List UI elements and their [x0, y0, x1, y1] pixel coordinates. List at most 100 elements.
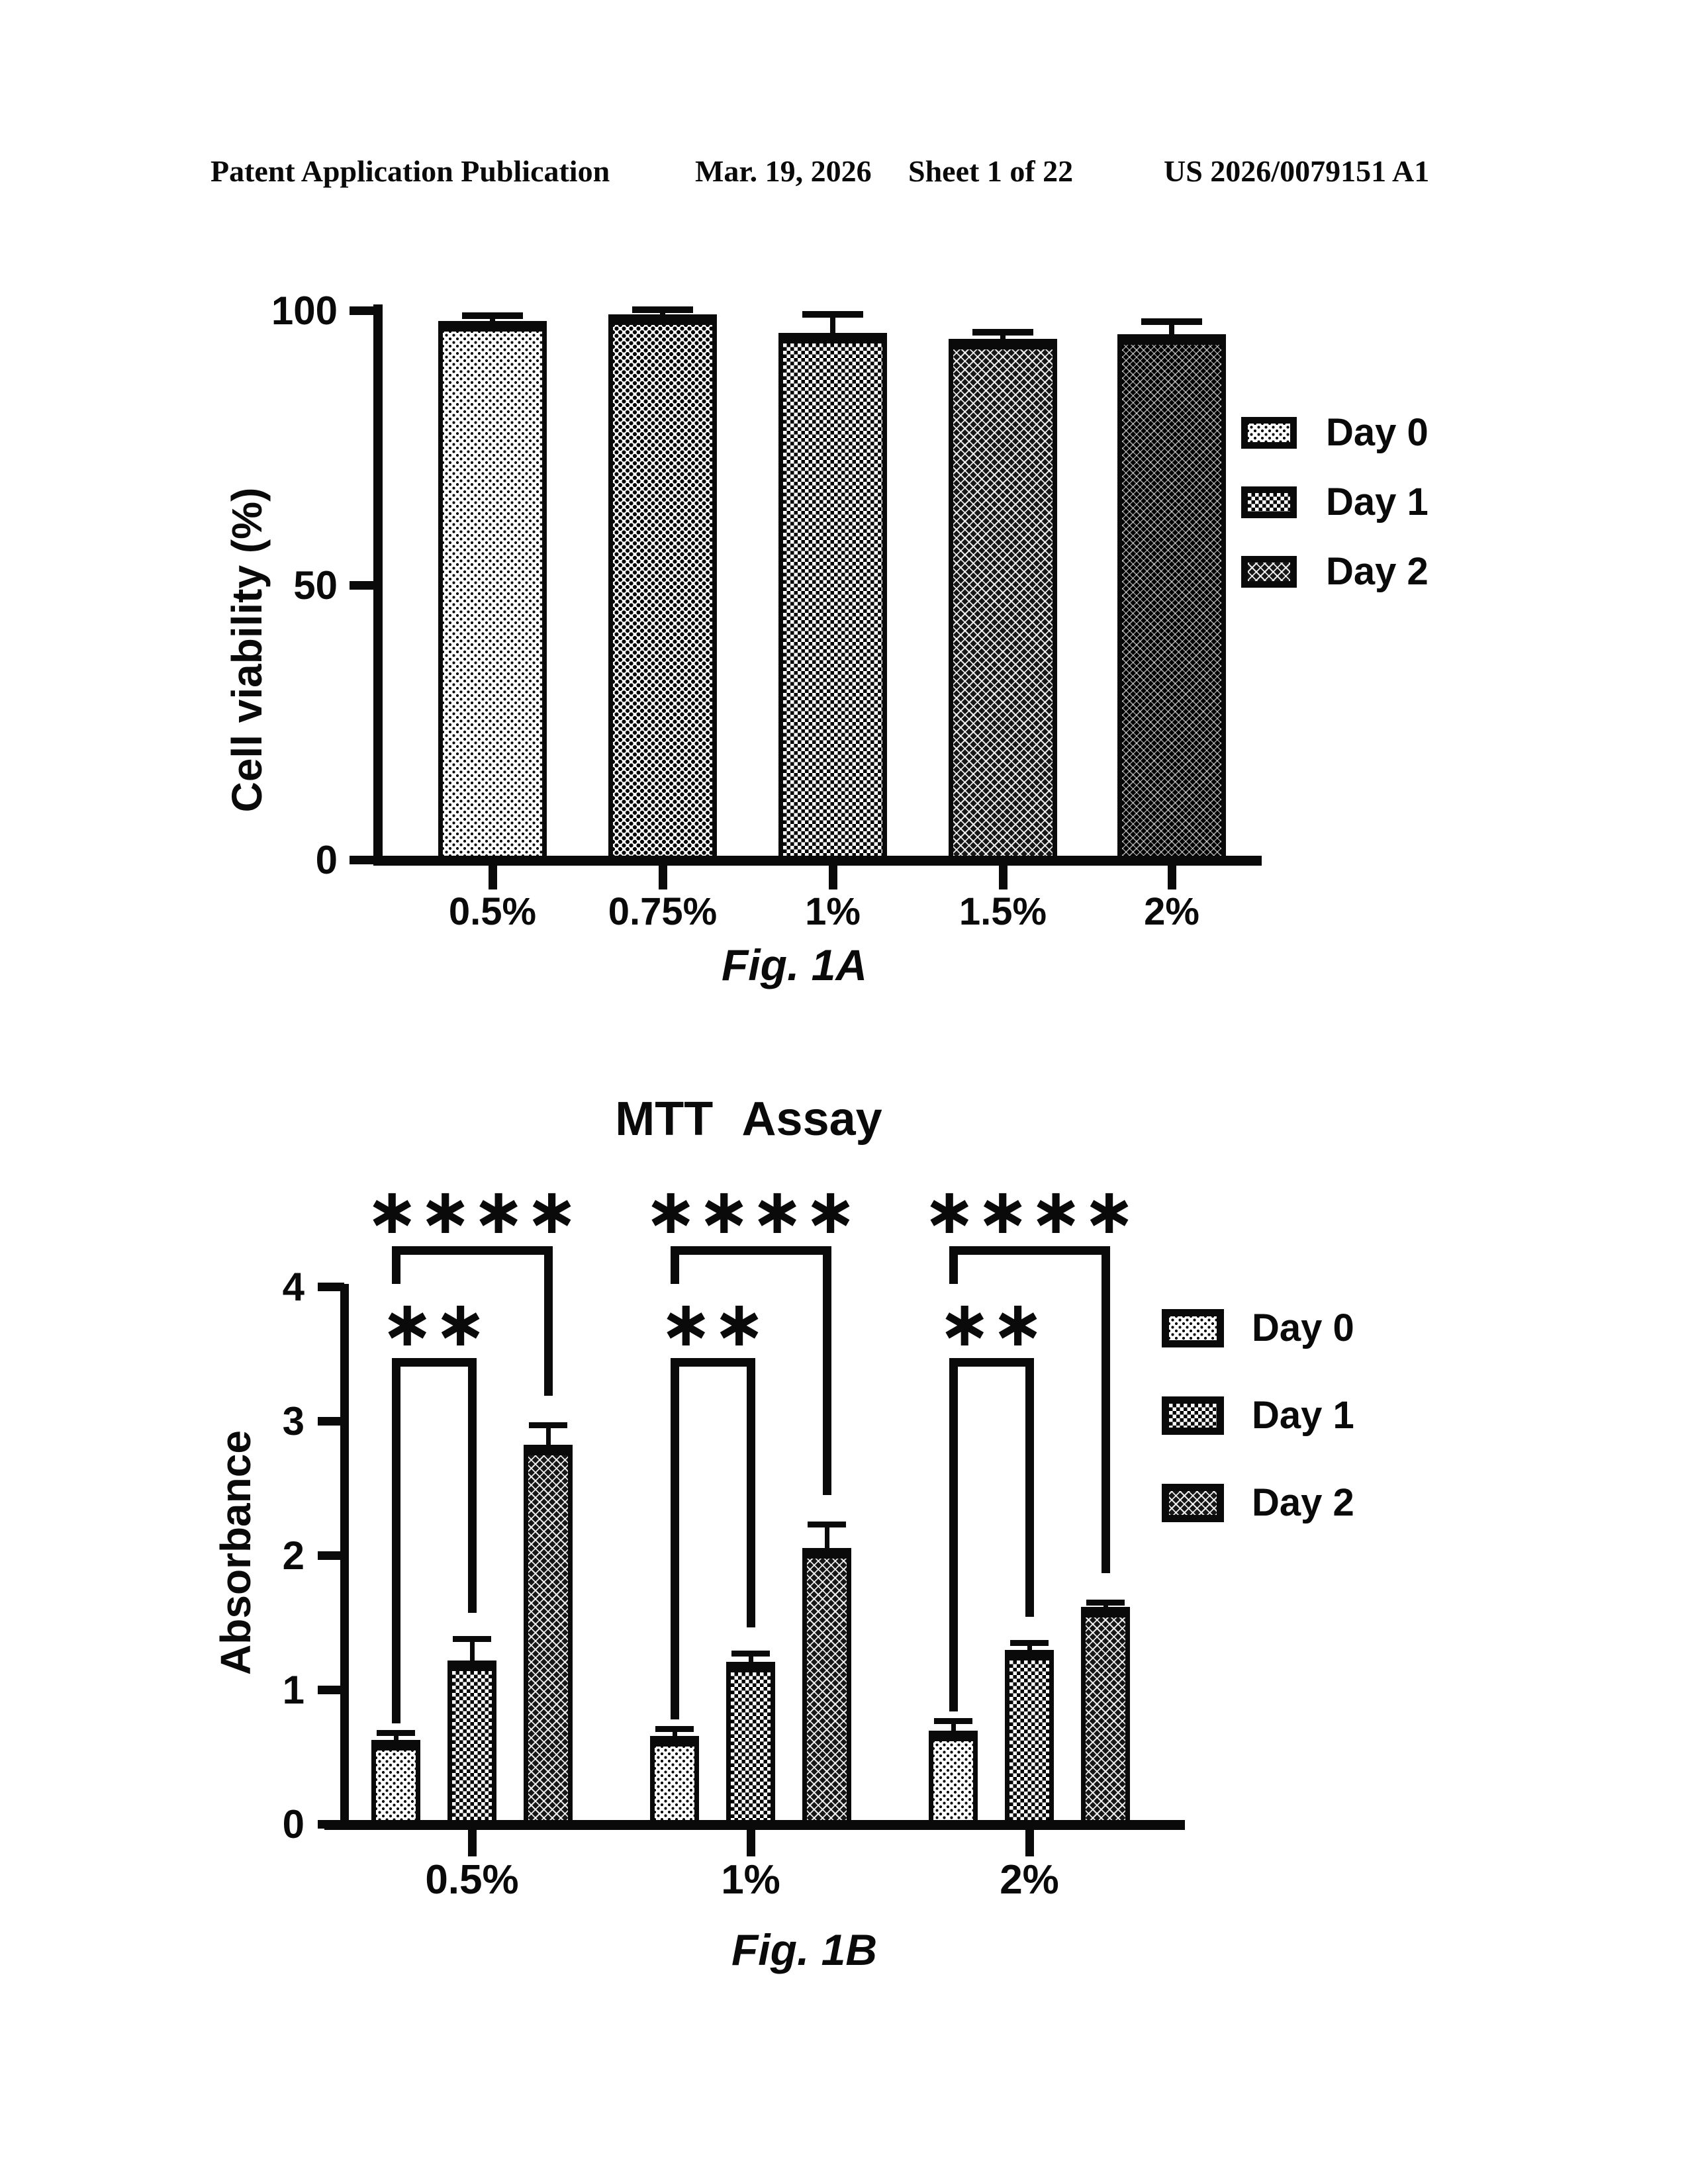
- legend-swatch-day-2: [1241, 556, 1297, 588]
- legend-label-day-2: Day 2: [1252, 1481, 1354, 1524]
- fig1b-sig-stars-outer: ∗∗∗∗: [644, 1174, 857, 1248]
- fig1b-y-tick-label: 4: [282, 1265, 305, 1309]
- fig1b-caption: Fig. 1B: [731, 1925, 877, 1974]
- fig1b-bar-day1-0.5%: [447, 1661, 496, 1825]
- fig1a-error-bar-stem: [1169, 321, 1174, 341]
- legend-item-day-2: Day 2: [1162, 1482, 1354, 1524]
- legend-item-day-1: Day 1: [1162, 1394, 1354, 1437]
- fig1b-bar-day1-1%: [726, 1662, 775, 1825]
- header-date: Mar. 19, 2026: [695, 154, 872, 188]
- fig1b-bar-day2-0.5%: [524, 1444, 573, 1825]
- fig1a-x-tick: [489, 866, 497, 889]
- fig1b-sig-stars-inner: ∗∗: [659, 1287, 766, 1361]
- fig1b-error-bar-cap: [377, 1729, 415, 1736]
- fig1b-sig-bracket-inner-leg: [671, 1358, 679, 1719]
- fig1b-sig-bracket-outer-leg: [392, 1246, 400, 1284]
- fig1b-error-bar-stem: [673, 1729, 677, 1743]
- fig1a-y-axis-label: Cell viability (%): [223, 487, 271, 813]
- fig1b-error-bar-stem: [825, 1525, 829, 1555]
- fig1b-sig-bracket-inner-leg: [949, 1358, 958, 1711]
- fig1b-y-tick: [318, 1417, 344, 1426]
- fig1b-y-tick-label: 0: [282, 1802, 305, 1846]
- fig1b-sig-bracket-inner-leg: [392, 1358, 400, 1723]
- fig1b-sig-bracket-outer-leg: [949, 1246, 958, 1284]
- fig1a-bar-0.5%: [438, 320, 547, 860]
- fig1b-sig-stars-outer: ∗∗∗∗: [365, 1174, 579, 1248]
- legend-label-day-0: Day 0: [1326, 411, 1429, 454]
- fig1b-bar-day0-2%: [929, 1730, 978, 1825]
- fig1b-error-bar-cap: [934, 1717, 972, 1724]
- fig1a-y-tick: [350, 306, 377, 315]
- fig1b-sig-bracket-outer-leg: [544, 1246, 553, 1396]
- legend-swatch-day-2: [1162, 1484, 1224, 1522]
- fig1a-error-bar-cap: [802, 310, 863, 318]
- fig1b-error-bar-cap: [1086, 1600, 1125, 1606]
- fig1b-sig-bracket-outer-leg: [671, 1246, 679, 1284]
- fig1b-bar-day1-2%: [1005, 1650, 1054, 1825]
- fig1b-y-tick-label: 1: [282, 1668, 305, 1712]
- fig1b-error-bar-stem: [546, 1426, 551, 1451]
- fig1b-bar-day0-0.5%: [371, 1740, 420, 1825]
- fig1b-sig-bracket-inner-leg: [747, 1358, 755, 1628]
- fig1a-error-bar-cap: [632, 306, 693, 314]
- fig1b-error-bar-cap: [731, 1651, 770, 1657]
- fig1b-bar-day2-1%: [802, 1547, 851, 1825]
- fig1a-x-tick-label: 1.5%: [959, 890, 1047, 933]
- header-sheet: Sheet 1 of 22: [908, 154, 1074, 188]
- fig1a-bar-1%: [778, 333, 887, 860]
- fig1a-x-tick-label: 0.5%: [448, 890, 537, 933]
- fig1a-error-bar-cap: [972, 329, 1033, 336]
- fig1b-x-tick-label: 2%: [1000, 1857, 1059, 1903]
- fig1b-sig-bracket-outer: [671, 1246, 831, 1255]
- legend-swatch-day-0: [1162, 1309, 1224, 1347]
- legend-item-day-0: Day 0: [1241, 412, 1429, 454]
- fig1b-error-bar-stem: [1027, 1643, 1032, 1657]
- fig1a-bar-1.5%: [949, 339, 1057, 860]
- fig1b-sig-bracket-inner: [671, 1358, 755, 1367]
- legend-item-day-1: Day 1: [1241, 481, 1429, 523]
- fig1b-y-tick: [318, 1551, 344, 1560]
- legend-label-day-1: Day 1: [1326, 480, 1429, 523]
- fig1b-error-bar-cap: [529, 1422, 567, 1429]
- fig1b-sig-stars-outer: ∗∗∗∗: [923, 1174, 1136, 1248]
- fig1b-legend: Day 0 Day 1 Day 2: [1162, 1307, 1354, 1569]
- fig1b-y-tick: [318, 1283, 344, 1291]
- fig1b-x-tick: [468, 1830, 477, 1856]
- fig1a-x-tick-label: 2%: [1144, 890, 1199, 933]
- fig1b-sig-bracket-inner-leg: [1025, 1358, 1034, 1617]
- fig1a-bar-0.75%: [608, 314, 717, 860]
- fig1b-x-tick: [1025, 1830, 1034, 1856]
- fig1b-bar-day0-1%: [650, 1736, 699, 1825]
- fig1a-legend: Day 0 Day 1 Day 2: [1241, 412, 1429, 620]
- fig1b-error-bar-cap: [808, 1522, 846, 1528]
- fig1a-error-bar-cap: [462, 312, 523, 319]
- legend-label-day-1: Day 1: [1252, 1394, 1354, 1437]
- fig1b-y-tick-label: 3: [282, 1399, 305, 1443]
- fig1b-sig-bracket-outer: [392, 1246, 553, 1255]
- fig1b-error-bar-cap: [655, 1725, 694, 1732]
- fig1a-error-bar-stem: [830, 314, 835, 340]
- fig1b-error-bar-cap: [1010, 1639, 1049, 1646]
- header-patent-number: US 2026/0079151 A1: [1164, 154, 1430, 188]
- header-publication: Patent Application Publication: [211, 154, 610, 188]
- fig1b-x-tick-label: 1%: [721, 1857, 780, 1903]
- fig1a-x-tick: [1168, 866, 1176, 889]
- fig1b-sig-bracket-inner: [949, 1358, 1034, 1367]
- fig1a-y-tick-label: 50: [293, 563, 338, 608]
- fig1b-y-tick: [318, 1820, 344, 1829]
- legend-swatch-day-0: [1241, 417, 1297, 449]
- legend-item-day-2: Day 2: [1241, 551, 1429, 593]
- fig1a-x-tick: [829, 866, 837, 889]
- fig1a-x-tick: [999, 866, 1008, 889]
- fig1a-y-axis: [373, 304, 383, 866]
- fig1a-caption: Fig. 1A: [721, 940, 867, 989]
- fig1b-error-bar-stem: [394, 1733, 399, 1747]
- fig1a-error-bar-cap: [1141, 318, 1202, 325]
- fig1b-error-bar-stem: [951, 1721, 956, 1737]
- fig1a-y-tick: [350, 856, 377, 864]
- fig1a-x-tick-label: 1%: [805, 890, 861, 933]
- legend-swatch-day-1: [1241, 486, 1297, 518]
- fig1b-sig-bracket-outer-leg: [823, 1246, 831, 1496]
- fig1b-sig-bracket-inner: [392, 1358, 477, 1367]
